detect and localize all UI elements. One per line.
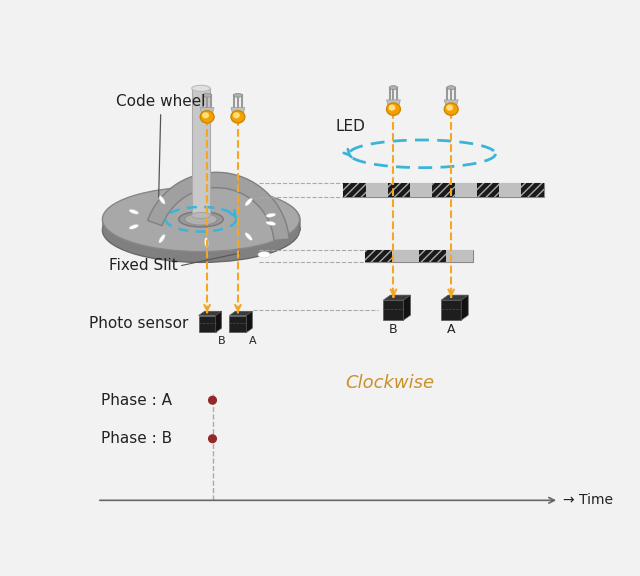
Text: Code wheel: Code wheel [116, 94, 205, 197]
Ellipse shape [159, 195, 165, 204]
Polygon shape [198, 316, 216, 332]
Ellipse shape [388, 104, 396, 111]
Polygon shape [383, 300, 403, 320]
Bar [365, 250, 392, 262]
Text: A: A [447, 323, 456, 336]
Ellipse shape [185, 214, 217, 225]
Text: LED: LED [336, 119, 365, 134]
Bar [419, 250, 446, 262]
Bar [344, 183, 543, 197]
Polygon shape [200, 108, 214, 113]
Bar [388, 183, 410, 197]
Ellipse shape [387, 103, 401, 115]
Bar [365, 183, 388, 197]
Bar [192, 88, 210, 215]
Ellipse shape [102, 198, 300, 263]
Circle shape [209, 396, 216, 404]
Ellipse shape [202, 112, 209, 119]
Bar [446, 250, 473, 262]
Text: Fixed Slit: Fixed Slit [109, 258, 177, 273]
Polygon shape [403, 295, 410, 320]
Bar [522, 183, 543, 197]
Polygon shape [230, 316, 246, 332]
Polygon shape [198, 311, 221, 316]
Wedge shape [148, 172, 289, 240]
Bar [433, 183, 454, 197]
Text: Phase : A: Phase : A [101, 393, 172, 408]
Ellipse shape [200, 111, 214, 123]
Bar [365, 250, 473, 262]
Ellipse shape [192, 85, 210, 92]
Bar [433, 183, 454, 197]
Ellipse shape [102, 187, 300, 252]
Polygon shape [231, 108, 245, 113]
Text: → Time: → Time [563, 493, 613, 507]
Bar [392, 250, 419, 262]
Ellipse shape [234, 93, 242, 97]
Ellipse shape [258, 252, 270, 258]
Polygon shape [383, 295, 410, 300]
Ellipse shape [444, 103, 458, 115]
Ellipse shape [179, 211, 223, 227]
Bar [499, 183, 522, 197]
Polygon shape [216, 311, 221, 332]
Ellipse shape [389, 86, 397, 89]
Polygon shape [230, 311, 252, 316]
Polygon shape [461, 295, 468, 320]
Bar [410, 183, 433, 197]
Text: Clockwise: Clockwise [345, 374, 434, 392]
Ellipse shape [266, 213, 276, 217]
Ellipse shape [129, 225, 139, 229]
Bar [477, 183, 499, 197]
Polygon shape [441, 300, 461, 320]
Bar [388, 183, 410, 197]
Text: B: B [389, 323, 398, 336]
Ellipse shape [205, 237, 209, 248]
Ellipse shape [447, 86, 456, 89]
Polygon shape [246, 311, 252, 332]
Polygon shape [387, 100, 401, 105]
Bar [454, 183, 477, 197]
Bar [477, 183, 499, 197]
Ellipse shape [231, 111, 245, 123]
Bar [344, 183, 365, 197]
Polygon shape [444, 100, 458, 105]
Ellipse shape [266, 221, 276, 225]
Text: Phase : B: Phase : B [101, 431, 172, 446]
Bar [419, 250, 446, 262]
Bar [365, 250, 392, 262]
Ellipse shape [205, 191, 209, 201]
Ellipse shape [129, 209, 139, 214]
Polygon shape [441, 295, 468, 300]
Ellipse shape [159, 234, 165, 243]
Bar [344, 183, 365, 197]
Text: Photo sensor: Photo sensor [90, 316, 189, 332]
Circle shape [209, 435, 216, 442]
Text: B: B [218, 336, 225, 346]
Ellipse shape [192, 213, 210, 218]
Bar [522, 183, 543, 197]
Ellipse shape [245, 233, 252, 240]
Ellipse shape [245, 198, 252, 206]
Ellipse shape [233, 112, 240, 119]
Ellipse shape [446, 104, 453, 111]
Text: A: A [249, 336, 256, 346]
Ellipse shape [203, 93, 211, 97]
